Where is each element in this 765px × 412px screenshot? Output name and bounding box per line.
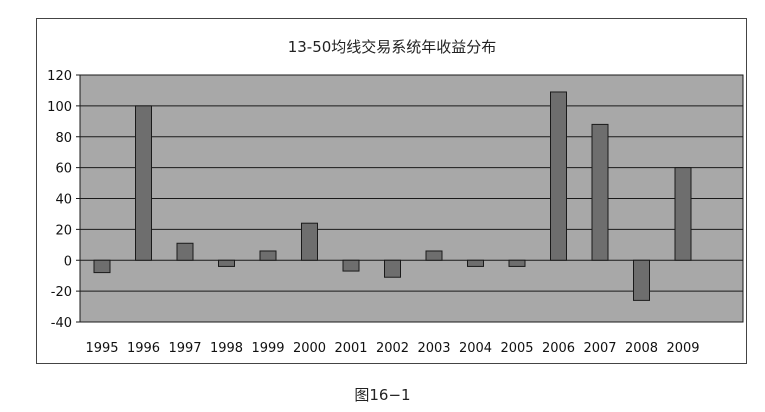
x-tick-label: 1998 [210, 341, 243, 356]
bar-2002 [384, 259, 401, 278]
x-tick-label: 2001 [334, 341, 367, 356]
x-tick-label: 1999 [251, 341, 284, 356]
bar-1997 [176, 242, 194, 261]
chart-title: 13-50均线交易系统年收益分布 [288, 38, 497, 56]
bar-1998 [218, 259, 235, 267]
y-tick-label: 120 [47, 69, 72, 84]
bar-1995 [93, 259, 111, 274]
bar-2008 [633, 259, 650, 301]
bar-2004 [467, 259, 484, 267]
bar-2000 [301, 222, 318, 261]
x-tick-label: 2008 [625, 341, 658, 356]
x-tick-label: 2006 [542, 341, 575, 356]
bar-1999 [259, 250, 277, 261]
bars [93, 91, 692, 301]
bar-2009 [674, 167, 692, 261]
grid-lines [80, 74, 743, 323]
y-tick-label: 0 [64, 254, 72, 269]
bar-1996 [135, 105, 152, 261]
x-tick-label: 1995 [85, 341, 118, 356]
y-tick-label: 60 [55, 162, 72, 177]
bar-2003 [425, 250, 443, 261]
x-tick-label: 2002 [376, 341, 409, 356]
x-tick-label: 2004 [459, 341, 492, 356]
x-tick-label: 2003 [417, 341, 450, 356]
x-tick-label: 2005 [500, 341, 533, 356]
y-tick-label: -40 [51, 316, 72, 331]
bar-2006 [550, 91, 567, 261]
y-tick-label: -20 [51, 285, 72, 300]
bar-2005 [508, 259, 526, 267]
y-tick-label: 20 [55, 223, 72, 238]
x-tick-label: 1996 [127, 341, 160, 356]
y-tick-label: 80 [55, 131, 72, 146]
x-axis: 1995 1996 1997 1998 1999 2000 2001 2002 2003 2004… [85, 341, 699, 356]
x-tick-label: 1997 [168, 341, 201, 356]
y-axis: -40 -20 0 20 40 60 80 100 120 [47, 69, 80, 331]
x-tick-label: 2007 [583, 341, 616, 356]
y-tick-label: 100 [47, 100, 72, 115]
y-tick-label: 40 [55, 193, 72, 208]
figure-caption: 图16−1 [354, 386, 411, 404]
bar-2007 [591, 123, 609, 261]
x-tick-label: 2009 [666, 341, 699, 356]
bar-2001 [342, 259, 360, 272]
x-tick-label: 2000 [293, 341, 326, 356]
